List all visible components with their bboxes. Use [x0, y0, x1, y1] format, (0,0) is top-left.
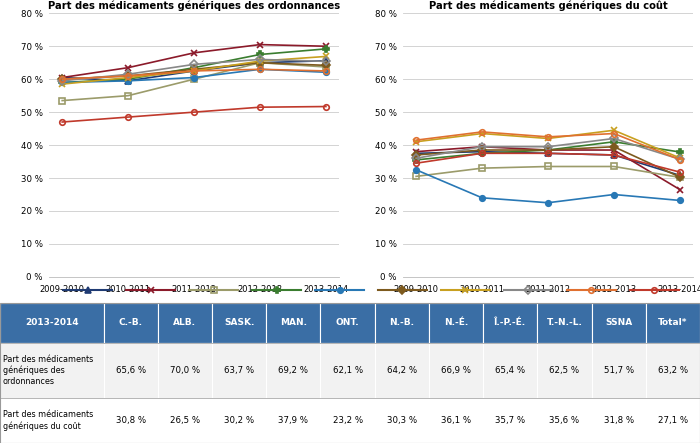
Bar	[538, 303, 592, 342]
Bar	[321, 398, 374, 443]
Text: 30,2 %: 30,2 %	[224, 416, 254, 425]
Text: 37,9 %: 37,9 %	[279, 416, 309, 425]
Text: 35,6 %: 35,6 %	[550, 416, 580, 425]
Bar	[158, 303, 212, 342]
Text: 63,7 %: 63,7 %	[224, 366, 254, 375]
Bar	[104, 303, 158, 342]
Bar	[646, 398, 700, 443]
Text: 26,5 %: 26,5 %	[170, 416, 200, 425]
Text: 36,1 %: 36,1 %	[441, 416, 471, 425]
Bar	[592, 398, 646, 443]
Text: 64,2 %: 64,2 %	[386, 366, 417, 375]
Bar	[158, 398, 212, 443]
Text: 2013-2014: 2013-2014	[25, 319, 78, 327]
Text: Î.-P.-É.: Î.-P.-É.	[494, 319, 526, 327]
Bar	[266, 342, 321, 398]
Bar	[429, 342, 483, 398]
Text: ALB.: ALB.	[174, 319, 197, 327]
Bar	[158, 342, 212, 398]
Text: Part des médicaments
génériques des
ordonnances: Part des médicaments génériques des ordo…	[3, 354, 93, 386]
Text: 70,0 %: 70,0 %	[170, 366, 200, 375]
Bar	[483, 303, 538, 342]
Text: SASK.: SASK.	[224, 319, 254, 327]
Text: 23,2 %: 23,2 %	[332, 416, 363, 425]
Bar	[374, 303, 429, 342]
Bar	[0, 303, 104, 342]
Bar	[104, 342, 158, 398]
Bar	[0, 398, 104, 443]
Text: N.-É.: N.-É.	[444, 319, 468, 327]
Text: 30,3 %: 30,3 %	[386, 416, 417, 425]
Text: 69,2 %: 69,2 %	[279, 366, 309, 375]
Bar	[646, 303, 700, 342]
Bar	[212, 303, 266, 342]
Bar	[266, 303, 321, 342]
Bar	[321, 303, 374, 342]
Text: 35,7 %: 35,7 %	[495, 416, 525, 425]
Text: 63,2 %: 63,2 %	[658, 366, 688, 375]
Text: 30,8 %: 30,8 %	[116, 416, 146, 425]
Text: 65,6 %: 65,6 %	[116, 366, 146, 375]
Text: 66,9 %: 66,9 %	[441, 366, 471, 375]
Bar	[592, 303, 646, 342]
Text: 51,7 %: 51,7 %	[603, 366, 634, 375]
Bar	[538, 398, 592, 443]
Text: ONT.: ONT.	[336, 319, 359, 327]
Text: Total*: Total*	[658, 319, 687, 327]
Text: 31,8 %: 31,8 %	[603, 416, 634, 425]
Text: 62,5 %: 62,5 %	[550, 366, 580, 375]
Text: 62,1 %: 62,1 %	[332, 366, 363, 375]
Bar	[374, 398, 429, 443]
Text: SSNA: SSNA	[605, 319, 632, 327]
Bar	[483, 398, 538, 443]
Bar	[592, 342, 646, 398]
Text: 27,1 %: 27,1 %	[658, 416, 688, 425]
Bar	[429, 303, 483, 342]
Text: MAN.: MAN.	[280, 319, 307, 327]
Bar	[212, 398, 266, 443]
Bar	[483, 342, 538, 398]
Bar	[429, 398, 483, 443]
Text: T.-N.-L.: T.-N.-L.	[547, 319, 582, 327]
Bar	[0, 342, 104, 398]
Bar	[374, 342, 429, 398]
Text: N.-B.: N.-B.	[389, 319, 414, 327]
Bar	[646, 342, 700, 398]
Text: C.-B.: C.-B.	[119, 319, 143, 327]
Bar	[321, 342, 374, 398]
Text: Part des médicaments
génériques du coût: Part des médicaments génériques du coût	[3, 410, 93, 431]
Title: Part des médicaments génériques des ordonnances: Part des médicaments génériques des ordo…	[48, 0, 340, 11]
Bar	[266, 398, 321, 443]
Bar	[104, 398, 158, 443]
Text: 65,4 %: 65,4 %	[495, 366, 525, 375]
Bar	[212, 342, 266, 398]
Bar	[538, 342, 592, 398]
Title: Part des médicaments génériques du coût: Part des médicaments génériques du coût	[428, 0, 667, 11]
